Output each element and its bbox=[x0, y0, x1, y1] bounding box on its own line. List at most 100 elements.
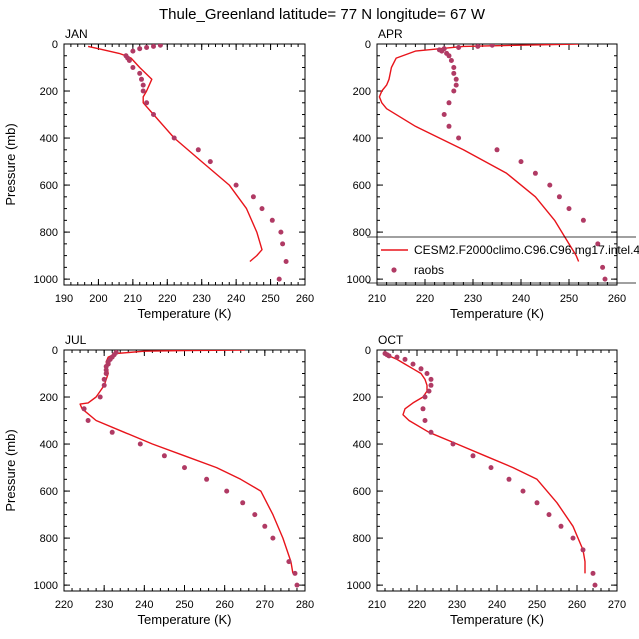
panel-jan: 190 200 210 220 230 240 250 260 0 200 400 600 800 100… bbox=[3, 27, 314, 321]
obs-point bbox=[426, 388, 432, 394]
model-line bbox=[384, 352, 586, 574]
obs-point bbox=[451, 65, 457, 70]
x-tick-label: 270 bbox=[608, 599, 626, 611]
y-tick-label: 200 bbox=[40, 392, 58, 404]
x-tick-label: 240 bbox=[135, 599, 153, 611]
plot-frame bbox=[376, 349, 618, 592]
obs-point bbox=[270, 535, 276, 541]
obs-point bbox=[140, 82, 146, 88]
y-tick-label: 0 bbox=[365, 345, 371, 357]
obs-point bbox=[600, 264, 606, 270]
obs-point bbox=[171, 135, 177, 141]
model-line bbox=[87, 45, 263, 263]
x-axis-label: Temperature (K) bbox=[138, 306, 232, 321]
obs-point bbox=[520, 488, 526, 494]
obs-point bbox=[558, 523, 564, 529]
panel-title: JAN bbox=[65, 27, 88, 41]
model-line bbox=[79, 350, 294, 574]
obs-point bbox=[269, 217, 275, 223]
obs-point bbox=[386, 353, 392, 359]
obs-point bbox=[130, 65, 136, 70]
obs-point bbox=[470, 453, 476, 459]
obs-point bbox=[103, 367, 109, 373]
obs-point bbox=[595, 241, 601, 247]
x-tick-label: 250 bbox=[560, 293, 578, 305]
obs-point bbox=[546, 512, 552, 518]
y-tick-label: 400 bbox=[40, 439, 58, 451]
obs-point bbox=[489, 44, 495, 48]
obs-point bbox=[456, 45, 462, 50]
x-tick-label: 270 bbox=[256, 599, 274, 611]
figure-title: Thule_Greenland latitude= 77 N longitude… bbox=[159, 6, 486, 23]
y-tick-label: 200 bbox=[353, 86, 371, 98]
y-tick-label: 1000 bbox=[34, 580, 58, 592]
obs-point bbox=[139, 76, 144, 82]
panel-jul: 220 230 240 250 260 270 280 0 200 400 600 800 1000 JU… bbox=[3, 333, 314, 627]
model-line bbox=[378, 44, 580, 262]
obs-point bbox=[151, 112, 156, 117]
x-tick-label: 210 bbox=[124, 293, 142, 305]
x-tick-label: 280 bbox=[296, 599, 314, 611]
obs-point bbox=[494, 147, 500, 153]
obs-point bbox=[262, 523, 268, 529]
obs-point bbox=[410, 361, 416, 367]
obs-point bbox=[451, 70, 457, 76]
legend: CESM2.F2000climo.C96.C96.mg17.intel.4 rao… bbox=[367, 236, 639, 284]
x-tick-label: 230 bbox=[464, 293, 482, 305]
y-tick-label: 600 bbox=[353, 486, 371, 498]
x-tick-label: 260 bbox=[608, 293, 626, 305]
obs-point bbox=[402, 356, 408, 362]
obs-point bbox=[85, 418, 91, 423]
obs-point bbox=[453, 76, 459, 82]
y-tick-label: 0 bbox=[365, 39, 371, 51]
x-tick-label: 260 bbox=[568, 599, 586, 611]
obs-point bbox=[420, 406, 426, 412]
data-layer bbox=[87, 44, 289, 282]
obs-point bbox=[292, 570, 298, 576]
y-tick-label: 600 bbox=[353, 180, 371, 192]
y-tick-label: 600 bbox=[40, 180, 58, 192]
obs-point bbox=[428, 382, 434, 388]
obs-point bbox=[278, 229, 284, 235]
obs-point bbox=[286, 559, 292, 565]
y-tick-label: 400 bbox=[353, 133, 371, 145]
obs-point bbox=[518, 159, 524, 165]
data-layer bbox=[378, 44, 608, 282]
obs-point bbox=[590, 570, 596, 576]
obs-point bbox=[602, 276, 608, 282]
obs-point bbox=[151, 44, 156, 49]
obs-point bbox=[280, 241, 286, 247]
x-tick-label: 230 bbox=[95, 599, 113, 611]
obs-point bbox=[439, 48, 445, 54]
obs-point bbox=[144, 45, 150, 50]
obs-point bbox=[250, 194, 256, 200]
obs-point bbox=[137, 46, 143, 52]
obs-point bbox=[137, 441, 143, 447]
obs-point bbox=[259, 206, 265, 212]
x-tick-label: 220 bbox=[158, 293, 176, 305]
x-tick-label: 240 bbox=[512, 293, 530, 305]
panel-oct: 210 220 230 240 250 260 270 0 200 400 600 800 1000 OC… bbox=[347, 333, 627, 627]
obs-point bbox=[506, 476, 512, 482]
obs-point bbox=[240, 500, 246, 506]
legend-obs-label: raobs bbox=[414, 263, 444, 277]
data-layer bbox=[382, 351, 598, 588]
x-tick-label: 220 bbox=[408, 599, 426, 611]
x-tick-label: 230 bbox=[448, 599, 466, 611]
obs-point bbox=[451, 88, 457, 94]
obs-point bbox=[422, 394, 428, 400]
plot-frame bbox=[63, 349, 306, 592]
legend-model-label: CESM2.F2000climo.C96.C96.mg17.intel.4 bbox=[414, 243, 639, 257]
x-axis-label: Temperature (K) bbox=[450, 306, 544, 321]
obs-point bbox=[570, 535, 576, 541]
legend-obs-marker bbox=[391, 267, 397, 273]
obs-point bbox=[130, 48, 136, 54]
obs-point bbox=[475, 44, 481, 49]
obs-point bbox=[441, 112, 447, 117]
obs-point bbox=[424, 371, 430, 376]
obs-point bbox=[450, 441, 456, 447]
panel-apr: 210 220 230 240 250 260 0 200 400 600 800 1000 APR Te… bbox=[347, 27, 627, 321]
obs-point bbox=[532, 170, 538, 176]
obs-point bbox=[182, 465, 187, 471]
